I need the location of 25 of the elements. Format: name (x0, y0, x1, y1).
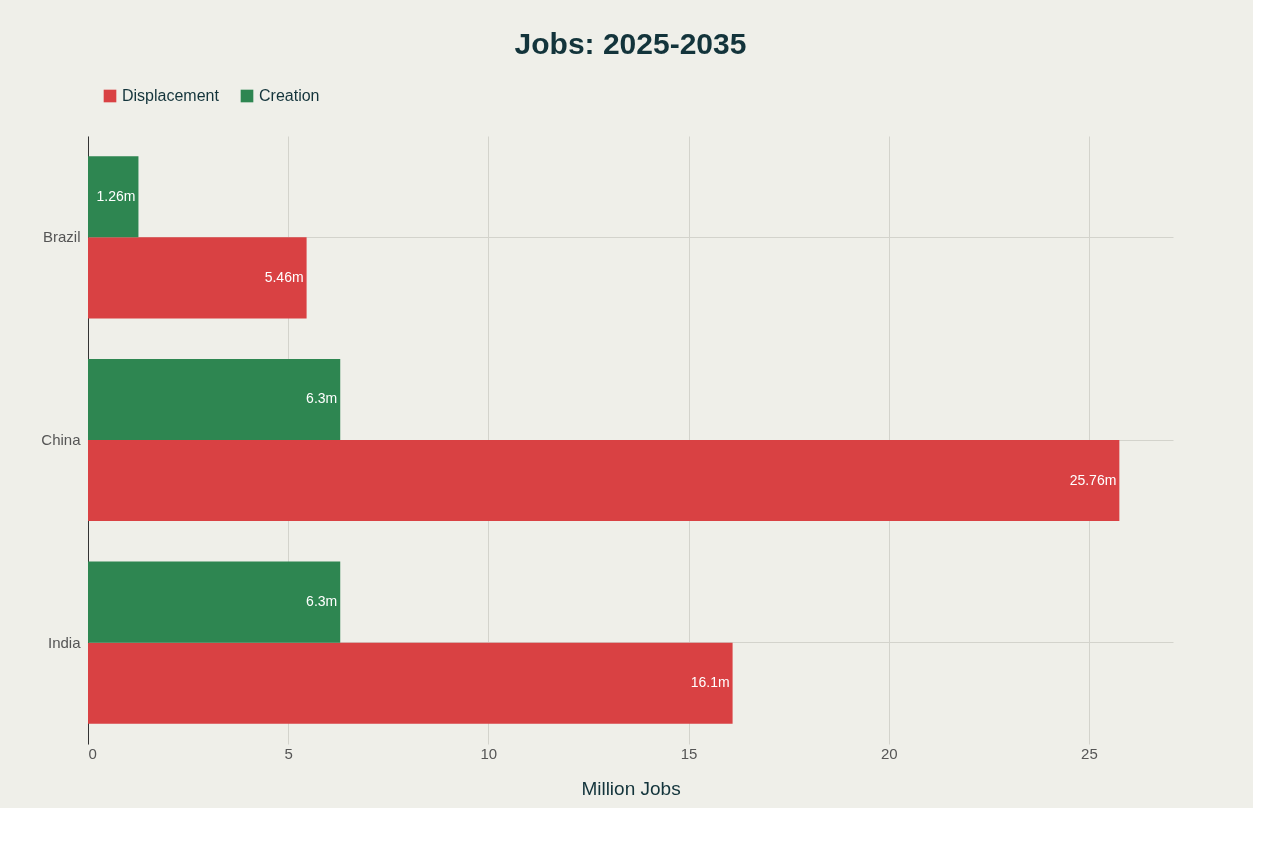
y-tick-label: China (41, 431, 82, 448)
bar (88, 440, 1120, 522)
x-axis-title: Million Jobs (581, 777, 681, 799)
bar (88, 237, 307, 319)
x-tick-label: 20 (880, 744, 898, 762)
bar (88, 561, 341, 643)
bar (88, 642, 733, 724)
chart-title: Jobs: 2025-2035 (514, 27, 747, 60)
data-label: 6.3m (306, 593, 338, 610)
data-label: 5.46m (264, 268, 304, 285)
data-label: 1.26m (96, 187, 136, 204)
bar (88, 156, 139, 238)
y-tick-label: India (47, 633, 82, 651)
x-tick-label: 25 (1081, 744, 1098, 762)
x-tick-label: 10 (480, 744, 498, 762)
legend-label: Displacement (122, 87, 220, 104)
data-label: 25.76m (1069, 471, 1117, 488)
data-label: 16.1m (690, 674, 730, 691)
x-tick-label: 0 (88, 744, 97, 762)
y-tick-label: Brazil (42, 228, 81, 246)
x-tick-label: 5 (284, 744, 293, 762)
data-label: 6.3m (306, 390, 338, 407)
bar (88, 358, 341, 440)
legend-label: Creation (259, 87, 320, 104)
x-tick-label: 15 (680, 744, 698, 762)
